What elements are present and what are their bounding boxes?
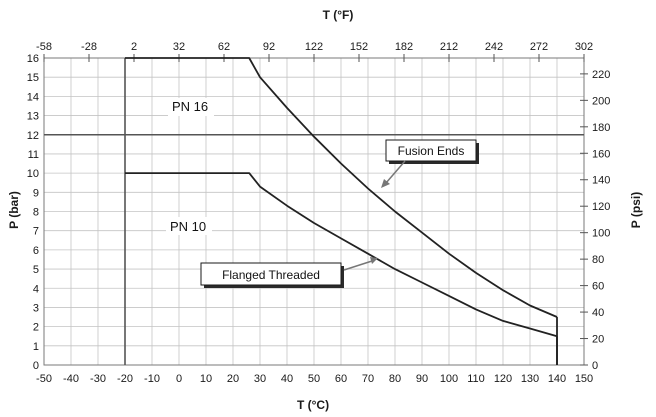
right-tick-label: 20: [592, 334, 604, 346]
left-tick-label: 16: [27, 53, 39, 65]
plot-frame: [43, 54, 588, 366]
series-lines: [125, 57, 558, 365]
pn16-label-bg: [168, 98, 214, 116]
bottom-tick-label: -40: [63, 373, 79, 385]
bottom-tick-label: -50: [36, 373, 52, 385]
bottom-tick-label: 120: [494, 373, 512, 385]
top-tick-label: 122: [305, 41, 323, 53]
top-tick-label: 152: [350, 41, 368, 53]
top-tick-label: 182: [395, 41, 413, 53]
fusion-ends-callout: Fusion Ends: [381, 139, 479, 188]
bottom-tick-label: 110: [467, 373, 485, 385]
right-tick-label: 80: [592, 254, 604, 266]
reference-lines: [44, 58, 584, 365]
top-tick-label: 302: [575, 41, 593, 53]
right-tick-label: 60: [592, 281, 604, 293]
series-line-1: [125, 172, 558, 338]
bottom-tick-label: 0: [176, 373, 182, 385]
top-tick-label: -58: [36, 41, 52, 53]
left-axis-title: P (bar): [7, 191, 21, 229]
top-axis-title: T (°F): [323, 8, 354, 22]
left-tick-label: 13: [27, 111, 39, 123]
bottom-tick-label: -10: [144, 373, 160, 385]
bottom-tick-label: 50: [308, 373, 320, 385]
left-tick-label: 9: [33, 187, 39, 199]
left-tick-label: 14: [27, 91, 39, 103]
right-tick-label: 100: [592, 228, 610, 240]
bottom-tick-label: 10: [200, 373, 212, 385]
bottom-tick-label: 30: [254, 373, 266, 385]
right-tick-label: 0: [592, 360, 598, 372]
right-tick-label: 220: [592, 69, 610, 81]
flanged-threaded-callout: Flanged Threaded: [200, 257, 378, 288]
right-axis-title: P (psi): [629, 192, 643, 228]
bottom-tick-label: 90: [416, 373, 428, 385]
left-tick-label: 10: [27, 168, 39, 180]
left-tick-label: 2: [33, 322, 39, 334]
right-tick-label: 120: [592, 201, 610, 213]
bottom-tick-label: 130: [521, 373, 539, 385]
right-tick-label: 180: [592, 122, 610, 134]
right-tick-label: 140: [592, 175, 610, 187]
top-tick-label: 62: [218, 41, 230, 53]
bottom-tick-label: -20: [117, 373, 133, 385]
bottom-tick-label: 150: [575, 373, 593, 385]
left-tick-label: 11: [28, 149, 39, 161]
bottom-tick-label: 70: [362, 373, 374, 385]
top-tick-label: 92: [263, 41, 275, 53]
bottom-tick-label: -30: [90, 373, 106, 385]
top-tick-label: 32: [173, 41, 185, 53]
left-tick-label: 0: [33, 360, 39, 372]
right-tick-label: 40: [592, 307, 604, 319]
left-tick-label: 1: [33, 341, 39, 353]
fusion-ends-text: Fusion Ends: [398, 144, 465, 158]
right-tick-label: 160: [592, 148, 610, 160]
pn10-label-bg: [166, 217, 212, 235]
left-tick-label: 6: [33, 245, 39, 257]
series-line-0: [125, 57, 558, 318]
bottom-tick-label: 20: [227, 373, 239, 385]
bottom-axis-title: T (°C): [297, 398, 329, 412]
top-tick-label: 212: [440, 41, 458, 53]
top-tick-label: 272: [530, 41, 548, 53]
top-tick-label: 2: [131, 41, 137, 53]
left-tick-label: 15: [27, 72, 39, 84]
left-tick-label: 3: [33, 302, 39, 314]
left-tick-label: 7: [33, 226, 39, 238]
bottom-tick-label: 60: [335, 373, 347, 385]
bottom-tick-label: 100: [440, 373, 458, 385]
bottom-tick-label: 140: [548, 373, 566, 385]
left-tick-label: 8: [33, 207, 39, 219]
top-tick-label: 242: [485, 41, 503, 53]
bottom-tick-label: 80: [389, 373, 401, 385]
right-tick-label: 200: [592, 95, 610, 107]
left-tick-label: 5: [33, 264, 39, 276]
pn10-label: PN 10: [170, 219, 206, 234]
bottom-tick-label: 40: [281, 373, 293, 385]
left-tick-label: 12: [27, 130, 39, 142]
pn16-label: PN 16: [172, 99, 208, 114]
left-tick-label: 4: [33, 283, 39, 295]
top-tick-label: -28: [81, 41, 97, 53]
tick-labels: -50 -40 -30 -20 -10 0 10 20 30 40 50 60 70 80 90 100 110…: [27, 41, 611, 385]
flanged-threaded-text: Flanged Threaded: [222, 268, 320, 282]
